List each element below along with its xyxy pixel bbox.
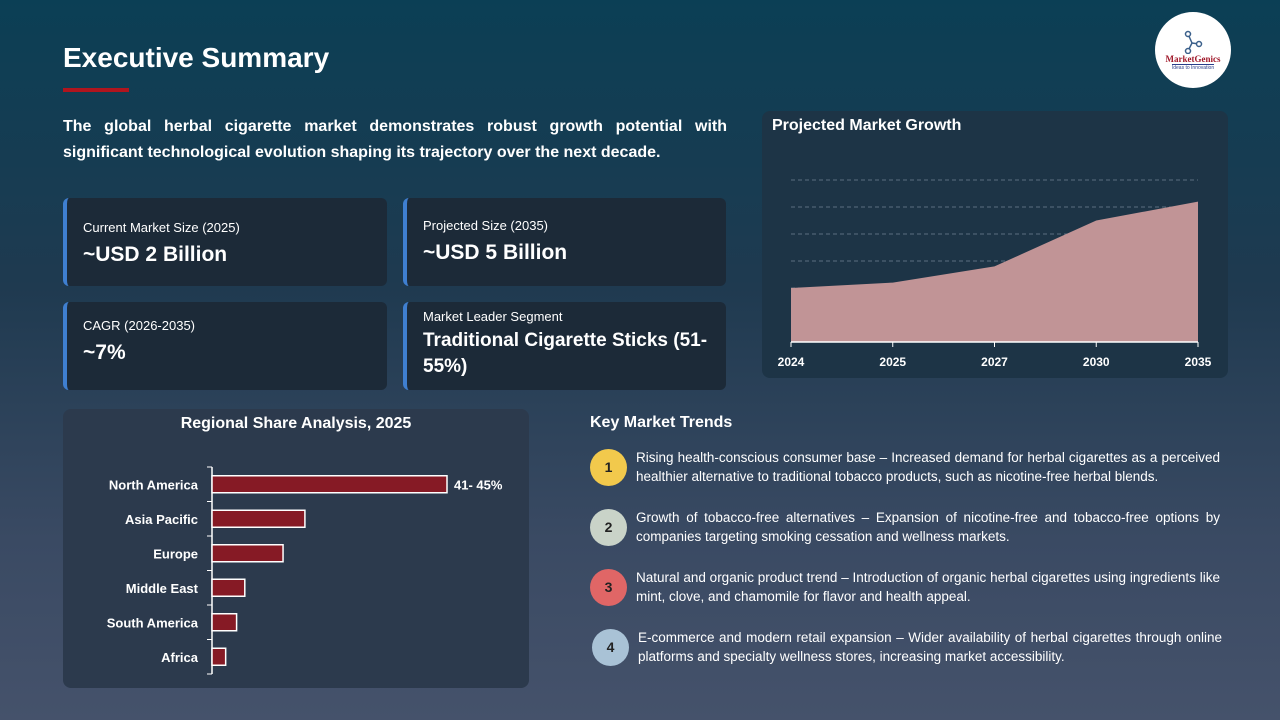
- x-tick-label: 2024: [778, 355, 805, 369]
- trend-text: Rising health-conscious consumer base – …: [636, 450, 1220, 484]
- logo-name: MarketGenics: [1165, 53, 1221, 64]
- molecule-icon: [1184, 30, 1203, 54]
- growth-chart-panel: Projected Market Growth 2024 2025 2027 2030…: [762, 111, 1228, 378]
- trend-number: 2: [590, 508, 627, 546]
- page-title: Executive Summary: [63, 42, 330, 73]
- bar-north-america: [211, 475, 448, 494]
- category-label: Africa: [161, 650, 199, 665]
- card-value: ~USD 2 Billion: [83, 243, 228, 266]
- title-underline: [63, 88, 129, 92]
- trend-item: 2 Growth of tobacco-free alternatives – …: [590, 508, 1220, 546]
- regional-chart-title: Regional Share Analysis, 2025: [180, 415, 412, 432]
- trend-item: 1 Rising health-conscious consumer base …: [590, 448, 1220, 486]
- card-label: Projected Size (2035): [423, 218, 549, 233]
- regional-chart-panel: Regional Share Analysis, 2025 North Amer…: [63, 409, 529, 688]
- trend-text: Natural and organic product trend – Intr…: [636, 570, 1220, 604]
- card-value: ~7%: [83, 341, 126, 364]
- trend-text: Growth of tobacco-free alternatives – Ex…: [636, 510, 1220, 544]
- growth-chart: 2024 2025 2027 2030 2035: [778, 179, 1212, 369]
- intro-text: The global herbal cigarette market demon…: [63, 118, 727, 161]
- x-tick-label: 2027: [981, 355, 1008, 369]
- trend-number: 4: [592, 628, 629, 666]
- category-label: South America: [107, 615, 199, 630]
- card-label: Current Market Size (2025): [83, 220, 240, 235]
- trend-number: 1: [590, 448, 627, 486]
- card-value: Traditional Cigarette Sticks (51-55%): [423, 330, 708, 377]
- bar-south-america: [211, 613, 238, 632]
- card-current-size: Current Market Size (2025) ~USD 2 Billio…: [63, 198, 387, 286]
- x-tick-label: 2030: [1083, 355, 1110, 369]
- bar-asia-pacific: [211, 509, 306, 528]
- card-projected-size: Projected Size (2035) ~USD 5 Billion: [403, 198, 726, 286]
- trend-item: 4 E-commerce and modern retail expansion…: [592, 628, 1222, 666]
- card-label: CAGR (2026-2035): [83, 318, 195, 333]
- growth-chart-title: Projected Market Growth: [772, 117, 962, 134]
- x-tick-label: 2035: [1185, 355, 1212, 369]
- card-leader-segment: Market Leader Segment Traditional Cigare…: [403, 302, 726, 390]
- trends-heading: Key Market Trends: [590, 414, 733, 431]
- logo: MarketGenics Ideas to Innovation: [1155, 12, 1231, 88]
- regional-chart: North America 41- 45% Asia Pacific Europe Mi…: [107, 466, 503, 675]
- bar-africa: [211, 647, 227, 666]
- growth-area: [791, 201, 1198, 342]
- bar-middle-east: [211, 578, 246, 597]
- category-label: Europe: [153, 546, 198, 561]
- logo-tagline: Ideas to Innovation: [1171, 63, 1215, 71]
- category-label: Middle East: [126, 581, 199, 596]
- data-label: 41- 45%: [454, 477, 503, 492]
- category-label: Asia Pacific: [125, 512, 198, 527]
- x-tick-label: 2025: [879, 355, 906, 369]
- trend-text: E-commerce and modern retail expansion –…: [638, 630, 1222, 664]
- card-cagr: CAGR (2026-2035) ~7%: [63, 302, 387, 390]
- card-value: ~USD 5 Billion: [423, 241, 568, 264]
- trend-item: 3 Natural and organic product trend – In…: [590, 568, 1220, 606]
- trend-number: 3: [590, 568, 627, 606]
- category-label: North America: [109, 477, 199, 492]
- bar-europe: [211, 544, 284, 563]
- card-label: Market Leader Segment: [423, 309, 563, 324]
